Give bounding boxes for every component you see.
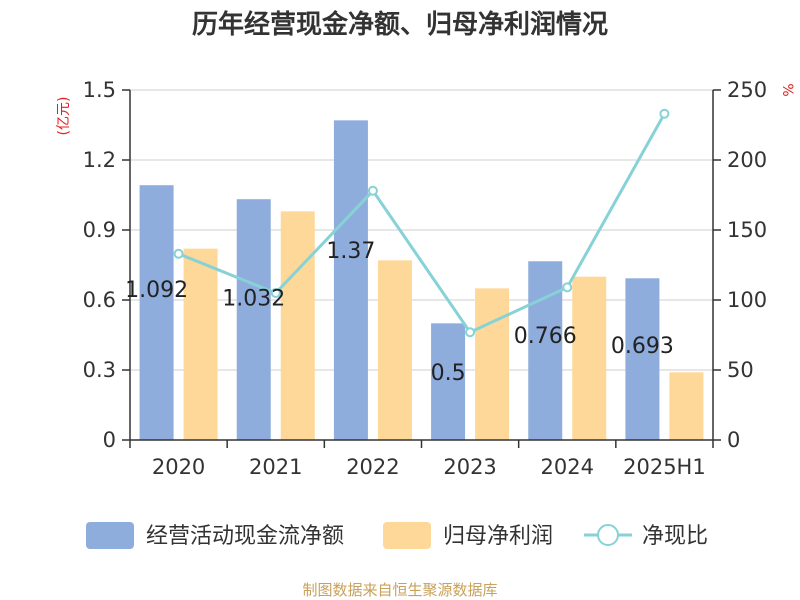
bar-cash-flow	[528, 261, 563, 440]
legend-swatch-cash	[86, 522, 134, 549]
left-axis-unit: (亿元)	[56, 97, 72, 136]
right-tick-label: 100	[727, 288, 767, 312]
data-labels: 1.092 1.032 1.37 0.5 0.766 0.693	[125, 239, 674, 386]
left-tick-label: 0.6	[83, 288, 116, 312]
ratio-point	[465, 327, 476, 338]
legend: 经营活动现金流净额 归母净利润 净现比	[86, 522, 708, 549]
chart-title: 历年经营现金净额、归母净利润情况	[192, 9, 608, 40]
legend-label-ratio: 净现比	[642, 524, 708, 549]
left-tick-label: 1.2	[83, 148, 116, 172]
bar-net-profit	[183, 248, 218, 440]
data-label-cash-flow: 1.37	[326, 239, 375, 264]
ratio-point	[173, 248, 184, 259]
left-tick-label: 0	[103, 428, 116, 452]
ratio-point	[659, 108, 670, 119]
legend-label-profit: 归母净利润	[443, 524, 553, 549]
bar-cash-flow	[236, 199, 271, 440]
ratio-line-path	[178, 113, 666, 335]
data-label-cash-flow: 1.092	[125, 278, 188, 303]
right-tick-label: 250	[727, 78, 767, 102]
data-label-cash-flow: 0.693	[611, 334, 674, 359]
right-tick-label: 200	[727, 148, 767, 172]
x-tick-label: 2022	[346, 455, 399, 479]
legend-marker-ratio	[597, 524, 619, 546]
axes: 0 0.3 0.6 0.9 1.2 1.5 0 50 100 150 200 250 2020 2021 2…	[83, 78, 768, 479]
source-note: 制图数据来自恒生聚源数据库	[302, 581, 497, 599]
ratio-point	[562, 282, 573, 293]
bar-net-profit	[377, 260, 412, 440]
legend-swatch-profit	[383, 522, 431, 549]
bar-cash-flow	[431, 323, 466, 440]
legend-label-cash: 经营活动现金流净额	[146, 524, 344, 549]
left-tick-label: 1.5	[83, 78, 116, 102]
x-tick-label: 2025H1	[623, 455, 706, 479]
bar-cash-flow	[333, 120, 368, 440]
ratio-point	[270, 288, 281, 298]
bar-net-profit	[280, 211, 315, 440]
right-tick-label: 50	[727, 358, 754, 382]
bar-net-profit	[669, 372, 704, 440]
right-tick-label: 150	[727, 218, 767, 242]
bar-cash-flow	[139, 185, 174, 440]
x-tick-label: 2021	[249, 455, 302, 479]
ratio-point	[367, 185, 378, 196]
grid-lines	[130, 89, 713, 371]
x-tick-label: 2024	[541, 455, 594, 479]
x-tick-label: 2020	[152, 455, 205, 479]
bar-net-profit	[475, 288, 510, 440]
left-tick-label: 0.9	[83, 218, 116, 242]
x-tick-label: 2023	[443, 455, 496, 479]
bar-net-profit	[572, 276, 607, 440]
bar-cash-flow	[625, 278, 660, 440]
right-axis-unit: %	[779, 83, 795, 96]
left-tick-label: 0.3	[83, 358, 116, 382]
ratio-line	[173, 108, 670, 338]
data-label-cash-flow: 0.766	[514, 324, 577, 349]
data-label-cash-flow: 0.5	[431, 361, 466, 386]
right-tick-label: 0	[727, 428, 740, 452]
data-label-cash-flow: 1.032	[222, 287, 285, 312]
bars	[139, 120, 704, 440]
